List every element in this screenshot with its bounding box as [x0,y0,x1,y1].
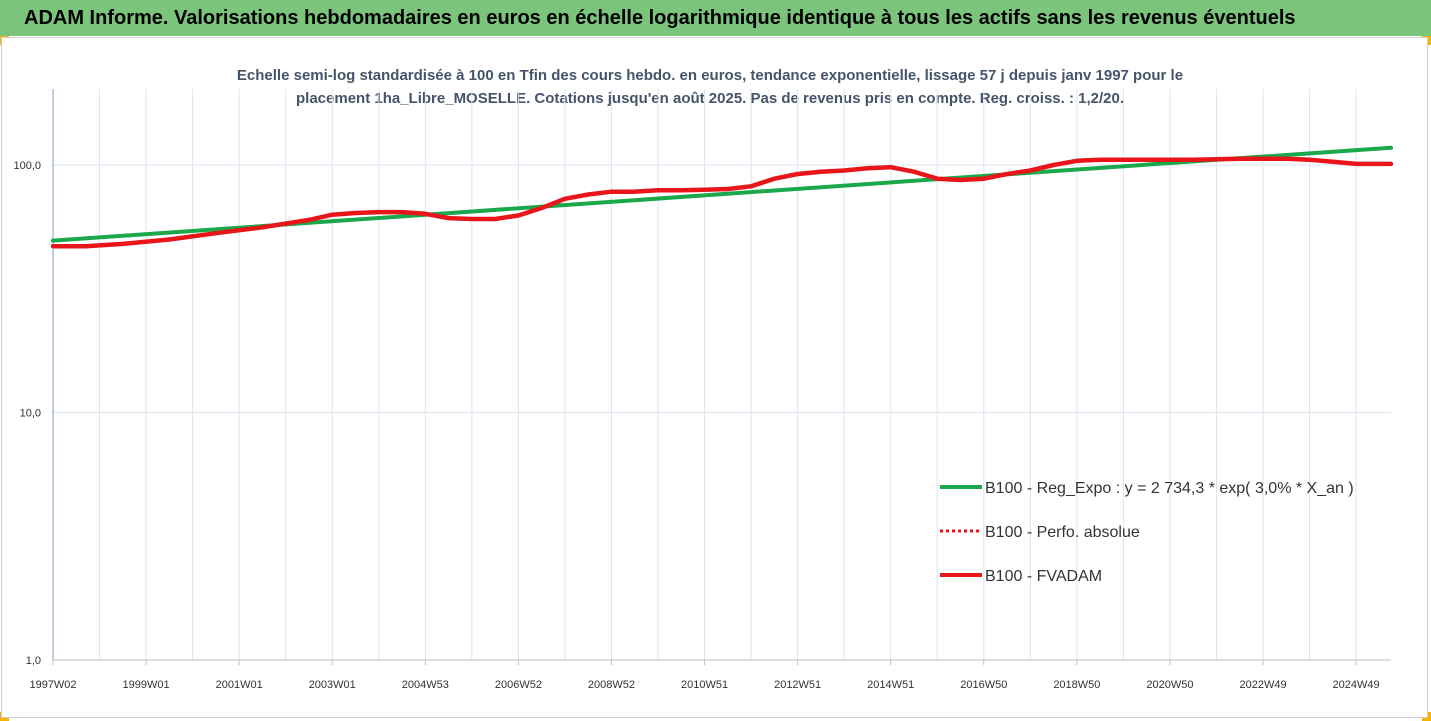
x-tick-label: 2024W49 [1333,679,1380,691]
x-tick-label: 2018W50 [1053,679,1100,691]
x-tick-label: 2001W01 [216,679,263,691]
legend-entry-fvadam-label: B100 - FVADAM [985,568,1102,585]
y-tick-label: 10,0 [20,408,41,420]
chart-title-line-2: placement 1ha_Libre_MOSELLE. Cotations j… [296,90,1124,107]
x-tick-label: 1999W01 [123,679,170,691]
report-banner-title: ADAM Informe. Valorisations hebdomadaire… [0,0,1431,36]
x-tick-label: 2006W52 [495,679,542,691]
series-line-fvadam [50,156,1394,249]
x-tick-label: 2016W50 [960,679,1007,691]
x-tick-label: 2004W53 [402,679,449,691]
x-tick-label: 2010W51 [681,679,728,691]
x-tick-label: 2020W50 [1146,679,1193,691]
legend-entry-perfo-absolue-label: B100 - Perfo. absolue [985,524,1140,541]
legend-entry-reg-expo-label: B100 - Reg_Expo : y = 2 734,3 * exp( 3,0… [985,480,1354,497]
x-tick-label: 2022W49 [1239,679,1286,691]
x-tick-label: 2003W01 [309,679,356,691]
chart-title-line-1: Echelle semi-log standardisée à 100 en T… [236,67,1184,84]
x-tick-label: 2012W51 [774,679,821,691]
y-tick-label: 100,0 [13,160,41,172]
y-tick-label: 1,0 [26,655,41,667]
x-tick-label: 1997W02 [29,679,76,691]
chart-title: Echelle semi-log standardisée à 100 en T… [100,64,1320,110]
x-tick-label: 2008W52 [588,679,635,691]
x-tick-label: 2014W51 [867,679,914,691]
